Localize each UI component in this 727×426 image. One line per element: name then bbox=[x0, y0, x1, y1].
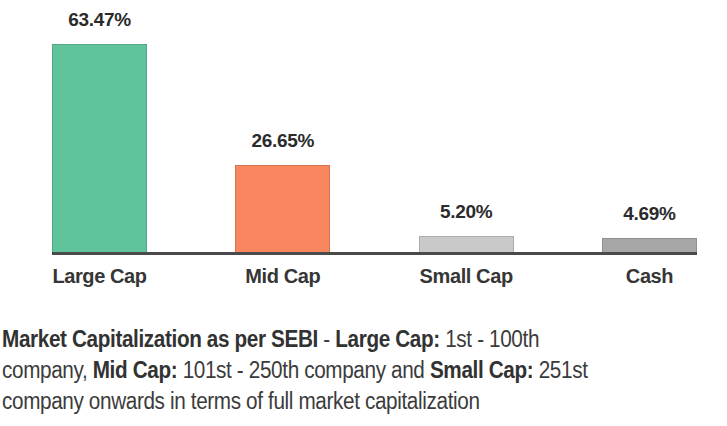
bar-small-cap bbox=[419, 236, 514, 253]
caption-bold-segment: Large Cap: bbox=[335, 326, 440, 352]
caption-text-segment: 101st - 250th company and bbox=[177, 357, 430, 383]
bar-value-label: 5.20% bbox=[386, 201, 546, 223]
caption-bold-segment: Market Capitalization as per SEBI bbox=[2, 326, 318, 352]
bar-large-cap bbox=[52, 44, 147, 253]
bar-value-label: 63.47% bbox=[20, 9, 180, 31]
caption-text-segment: 1st - 100th bbox=[440, 326, 539, 352]
bar-cash bbox=[602, 238, 697, 253]
bar-value-label: 4.69% bbox=[570, 203, 727, 225]
bar-category-label: Small Cap bbox=[381, 265, 551, 288]
caption-bold-segment: Mid Cap: bbox=[93, 357, 178, 383]
bar-mid-cap bbox=[235, 165, 330, 253]
caption-text-segment: company onwards in terms of full market … bbox=[2, 388, 480, 414]
chart-caption: Market Capitalization as per SEBI - Larg… bbox=[2, 324, 650, 417]
bar-category-label: Mid Cap bbox=[198, 265, 368, 288]
caption-text-segment: - bbox=[318, 326, 335, 352]
bar-value-label: 26.65% bbox=[203, 130, 363, 152]
caption-line: Market Capitalization as per SEBI - Larg… bbox=[2, 324, 650, 355]
bar-category-label: Large Cap bbox=[15, 265, 185, 288]
caption-text-segment: 251st bbox=[533, 357, 587, 383]
bar-category-label: Cash bbox=[565, 265, 727, 288]
caption-line: company onwards in terms of full market … bbox=[2, 386, 650, 417]
market-cap-bar-chart: 63.47% Large Cap 26.65% Mid Cap 5.20% Small C… bbox=[0, 0, 727, 426]
caption-text-segment: company, bbox=[2, 357, 93, 383]
x-axis-line bbox=[52, 252, 697, 255]
caption-bold-segment: Small Cap: bbox=[430, 357, 533, 383]
caption-line: company, Mid Cap: 101st - 250th company … bbox=[2, 355, 650, 386]
